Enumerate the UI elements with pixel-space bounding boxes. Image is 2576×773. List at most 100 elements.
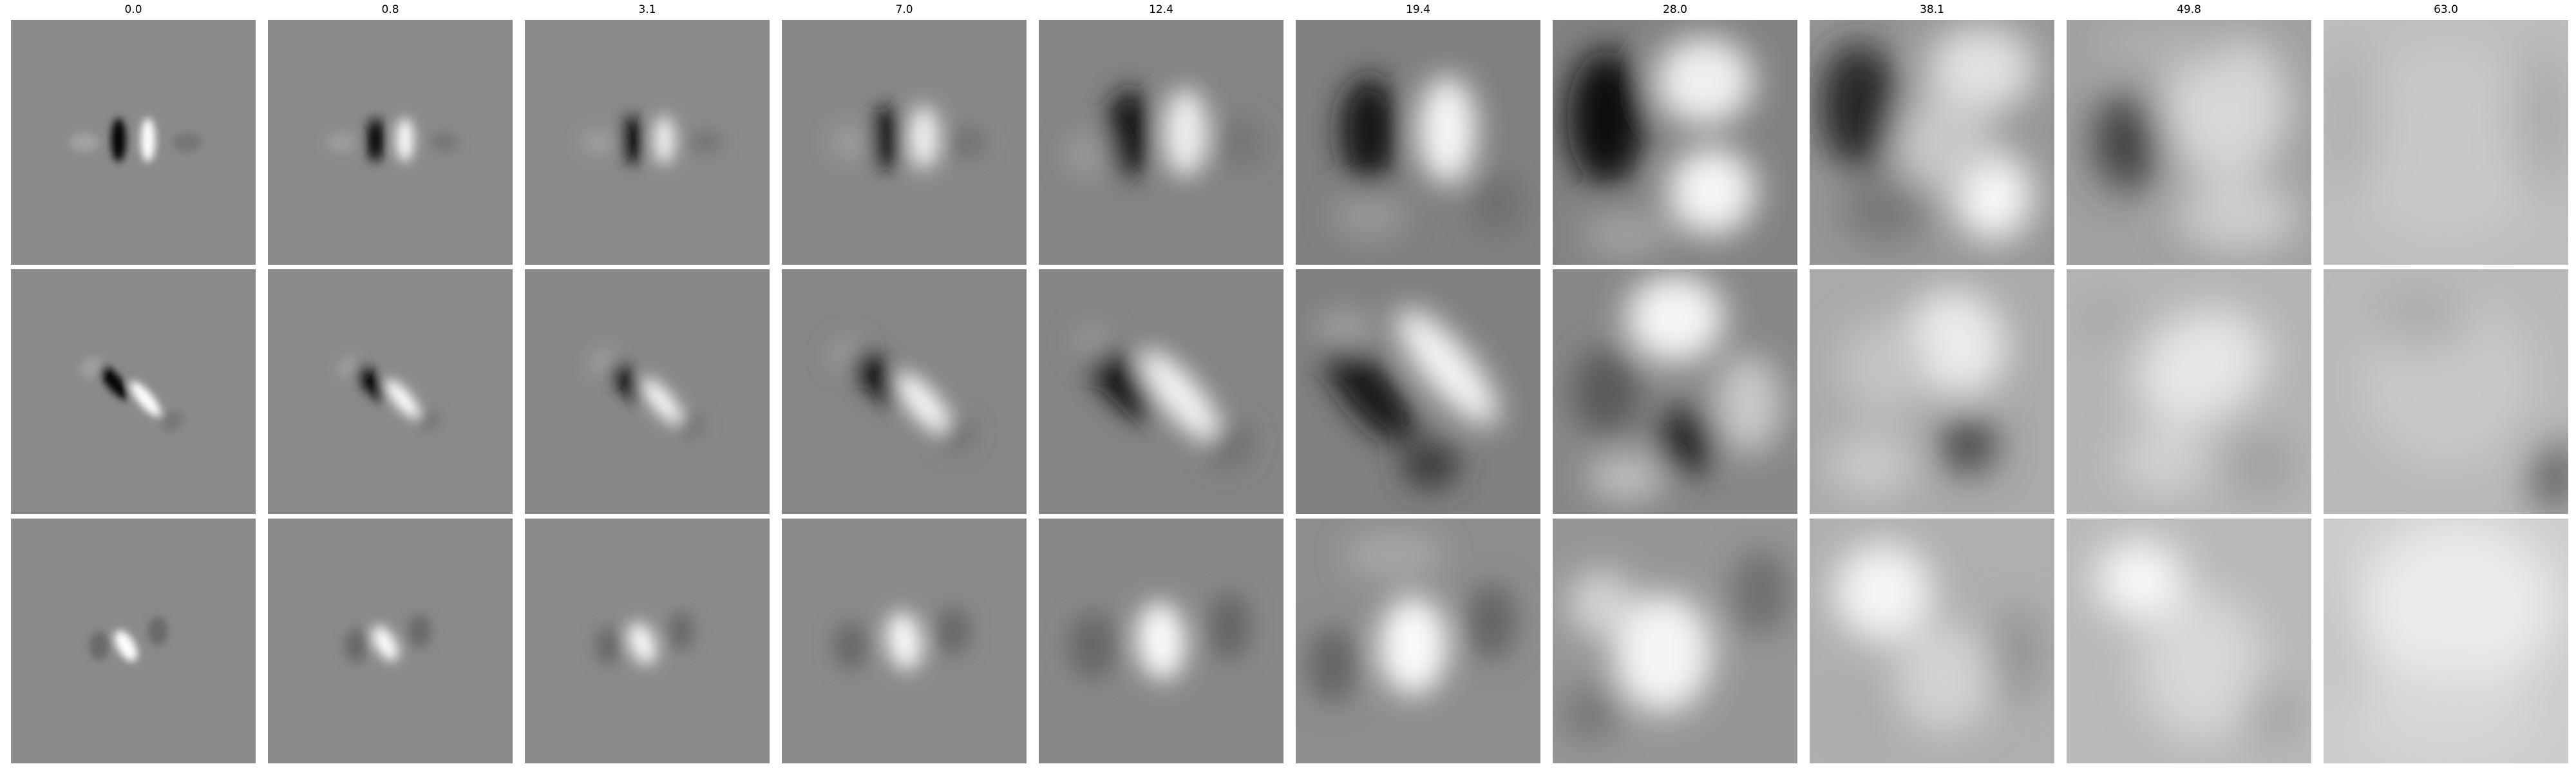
intensity-blob: [847, 343, 903, 406]
panel-image: [2067, 20, 2311, 265]
intensity-blob: [1315, 310, 1374, 350]
intensity-blob: [831, 125, 870, 160]
intensity-blob: [1140, 350, 1222, 444]
intensity-blob: [1560, 685, 1619, 744]
blob-group: [1332, 76, 1521, 240]
intensity-blob: [896, 372, 952, 435]
intensity-blob: [1308, 626, 1357, 705]
intensity-blob: [2324, 568, 2351, 714]
intensity-blob: [605, 356, 646, 403]
intensity-blob: [1895, 624, 1993, 732]
panel-svg: [782, 269, 1027, 514]
panel-svg: [1296, 519, 1540, 763]
panel-svg: [525, 20, 770, 265]
column-title: 28.0: [1663, 3, 1687, 16]
panel-svg: [2067, 20, 2311, 265]
intensity-blob: [909, 106, 939, 169]
blob-group: [345, 614, 431, 663]
intensity-blob: [1927, 24, 2035, 113]
panel-svg: [268, 519, 513, 763]
intensity-blob: [1714, 355, 1783, 453]
blob-group: [596, 611, 694, 665]
intensity-blob: [2360, 519, 2556, 690]
intensity-blob: [111, 118, 126, 162]
panel-svg: [1810, 269, 2054, 514]
intensity-blob: [2372, 289, 2470, 348]
blob-group: [1073, 323, 1253, 468]
intensity-blob: [345, 629, 367, 663]
panel-svg: [2324, 269, 2568, 514]
intensity-blob: [623, 115, 643, 165]
intensity-blob: [1324, 340, 1414, 443]
intensity-blob: [130, 381, 161, 417]
blob-group: [1567, 37, 1756, 260]
intensity-blob: [948, 125, 988, 160]
blob-group: [70, 118, 202, 162]
panel-svg: [11, 269, 256, 514]
panel-svg: [268, 20, 513, 265]
panel-image: [782, 519, 1027, 763]
intensity-blob: [1658, 406, 1717, 475]
intensity-blob: [1839, 318, 1927, 416]
blob-group: [2324, 519, 2556, 759]
intensity-blob: [2120, 426, 2209, 495]
panel-image: [1296, 20, 1540, 265]
panel-image: [525, 20, 770, 265]
intensity-blob: [1939, 416, 1998, 475]
panel-image: [11, 269, 256, 514]
panel-svg: [1296, 269, 1540, 514]
blob-group: [337, 356, 441, 432]
blob-group: [327, 118, 459, 162]
blob-group: [2069, 289, 2297, 500]
panel-svg: [2067, 519, 2311, 763]
blob-group: [1063, 88, 1264, 179]
intensity-blob: [1136, 602, 1186, 680]
blob-group: [1826, 290, 2007, 500]
intensity-blob: [1472, 174, 1521, 233]
intensity-blob: [2536, 441, 2568, 514]
intensity-blob: [596, 626, 621, 665]
blob-group: [1308, 531, 1516, 705]
blob-group: [1315, 309, 1499, 490]
panel-background: [11, 20, 256, 265]
intensity-blob: [80, 356, 103, 378]
intensity-blob: [2093, 93, 2163, 191]
intensity-blob: [396, 118, 414, 162]
panel-image: [2324, 20, 2568, 265]
intensity-blob: [1340, 76, 1399, 184]
panel-svg: [782, 20, 1027, 265]
intensity-blob: [641, 377, 683, 425]
intensity-blob: [1068, 611, 1117, 680]
blob-group: [89, 616, 168, 662]
panel-background: [268, 20, 513, 265]
panel-svg: [782, 519, 1027, 763]
intensity-blob: [886, 611, 922, 671]
intensity-blob: [1379, 596, 1448, 695]
intensity-blob: [1988, 604, 2047, 702]
intensity-blob: [172, 132, 202, 153]
intensity-blob: [2360, 670, 2532, 759]
intensity-blob: [688, 130, 723, 155]
blob-group: [581, 115, 723, 165]
intensity-blob: [677, 412, 705, 439]
intensity-blob: [1895, 93, 1993, 191]
panel-svg: [525, 269, 770, 514]
intensity-blob: [1345, 531, 1443, 580]
intensity-blob: [429, 132, 459, 153]
intensity-blob: [2348, 44, 2544, 240]
intensity-blob: [833, 621, 867, 671]
intensity-blob: [408, 614, 431, 649]
panel-svg: [1039, 519, 1283, 763]
intensity-blob: [1614, 594, 1712, 712]
intensity-blob: [669, 611, 694, 651]
intensity-blob: [1107, 88, 1151, 177]
panel-svg: [1810, 20, 2054, 265]
intensity-blob: [581, 130, 616, 155]
intensity-blob: [1163, 88, 1208, 177]
intensity-blob: [2324, 44, 2378, 191]
intensity-blob: [1906, 290, 2007, 396]
intensity-blob: [418, 410, 441, 432]
panel-svg: [1553, 269, 1797, 514]
intensity-blob: [1826, 430, 1915, 500]
panel-background: [11, 519, 256, 763]
